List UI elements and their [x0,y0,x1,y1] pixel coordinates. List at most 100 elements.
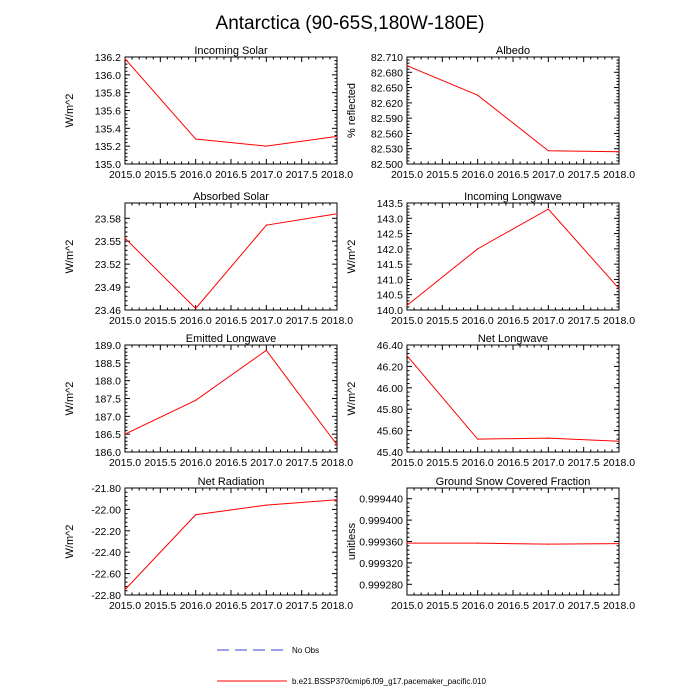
y-tick-label: 186.5 [95,429,121,441]
x-tick-label: 2017.0 [532,169,564,181]
data-point [336,499,338,501]
y-tick-label: 82.560 [371,128,403,140]
y-tick-label: 141.0 [377,274,403,286]
data-point [124,589,126,591]
y-tick-label: 143.5 [377,198,403,210]
data-point [618,543,620,545]
y-tick-label: 23.55 [95,236,121,248]
x-tick-label: 2016.5 [215,457,247,469]
y-tick-label: 143.0 [377,213,403,225]
series-line-emitted-longwave [124,349,338,446]
x-tick-label: 2015.5 [144,315,176,327]
panel-title: Incoming Solar [194,45,268,57]
series-line-incoming-longwave [406,208,620,306]
data-point [477,248,479,250]
data-point [406,304,408,307]
x-tick-label: 2017.0 [532,457,564,469]
plot-frame [406,487,620,596]
x-tick-label: 2015.5 [426,600,458,612]
y-tick-label: 46.00 [377,383,403,395]
x-tick-label: 2017.0 [532,315,564,327]
x-tick-label: 2016.0 [462,169,494,181]
panel-net-longwave: Net Longwave W/m^2 2015.0 2015.5 2016.0 2016.… [346,333,635,469]
data-point [477,94,479,96]
x-tick-label: 2018.0 [321,169,353,181]
x-tick-label: 2016.5 [215,169,247,181]
y-tick-label: 82.500 [371,159,403,171]
y-tick-label: 142.0 [377,244,403,256]
data-point [336,213,338,215]
y-tick-label: -22.40 [91,547,121,559]
panel-title: Ground Snow Covered Fraction [436,476,591,488]
y-tick-label: 82.680 [371,67,403,79]
x-tick-label: 2018.0 [603,600,635,612]
x-tick-label: 2017.5 [568,600,600,612]
x-tick-label: 2015.5 [426,315,458,327]
y-tick-label: 45.40 [377,447,403,459]
data-point [265,349,267,351]
panel-incoming-longwave: Incoming Longwave W/m^2 2015.0 2015.5 2016.0… [346,191,635,327]
data-point [336,444,338,446]
y-tick-label: 82.530 [371,144,403,156]
panel-title: Emitted Longwave [186,333,277,345]
series-line-incoming-solar [124,58,338,147]
y-tick-label: 135.0 [95,159,121,171]
x-tick-label: 2015.5 [144,600,176,612]
x-tick-label: 2016.0 [180,600,212,612]
y-tick-label: 187.0 [95,411,121,423]
panel-net-radiation: Net Radiation W/m^2 2015.0 2015.5 2016.0 2016… [64,476,353,612]
x-tick-label: 2015.0 [109,457,141,469]
x-tick-label: 2016.0 [180,315,212,327]
y-tick-label: 186.0 [95,447,121,459]
data-point [124,58,126,60]
y-tick-label: 142.5 [377,229,403,241]
x-tick-label: 2018.0 [321,600,353,612]
panel-title: Albedo [496,45,530,57]
y-tick-label: 23.58 [95,213,121,225]
x-tick-label: 2015.0 [391,600,423,612]
data-point [547,150,549,152]
data-point [618,288,620,290]
x-tick-label: 2015.0 [391,315,423,327]
y-axis-label: W/m^2 [64,525,76,559]
y-tick-label: 23.52 [95,259,121,271]
y-tick-label: 46.40 [377,340,403,352]
y-tick-label: 0.999280 [359,579,403,591]
x-tick-label: 2017.5 [286,457,318,469]
y-tick-label: 135.6 [95,106,121,118]
x-tick-label: 2018.0 [603,457,635,469]
y-tick-label: 82.650 [371,83,403,95]
x-tick-label: 2016.5 [215,600,247,612]
x-tick-label: 2018.0 [321,457,353,469]
plot-frame [406,56,620,165]
panel-albedo: Albedo % reflected 2015.0 2015.5 2016.0 2016.… [346,45,635,181]
legend-obs-label: No Obs [292,646,319,655]
data-point [406,65,408,67]
data-point [477,438,479,440]
data-point [477,542,479,544]
y-tick-label: 46.20 [377,361,403,373]
y-tick-label: 188.0 [95,376,121,388]
data-point [195,307,197,310]
legend-model-label: b.e21.BSSP370cmip6.f09_g17.pacemaker_pac… [292,677,486,686]
data-point [547,208,549,210]
y-tick-label: 45.80 [377,404,403,416]
x-tick-label: 2017.0 [250,600,282,612]
x-tick-label: 2016.5 [497,600,529,612]
y-tick-label: -22.00 [91,504,121,516]
x-tick-label: 2015.5 [426,457,458,469]
data-point [406,355,408,357]
x-tick-label: 2018.0 [321,315,353,327]
y-tick-label: 188.5 [95,358,121,370]
x-tick-label: 2016.5 [497,315,529,327]
y-tick-label: 136.2 [95,52,121,64]
y-tick-label: 189.0 [95,340,121,352]
y-axis-label: % reflected [346,83,358,138]
figure-title: Antarctica (90-65S,180W-180E) [216,13,485,34]
x-tick-label: 2015.0 [109,600,141,612]
y-tick-label: 23.46 [95,305,121,317]
y-axis-label: unitless [346,522,358,560]
